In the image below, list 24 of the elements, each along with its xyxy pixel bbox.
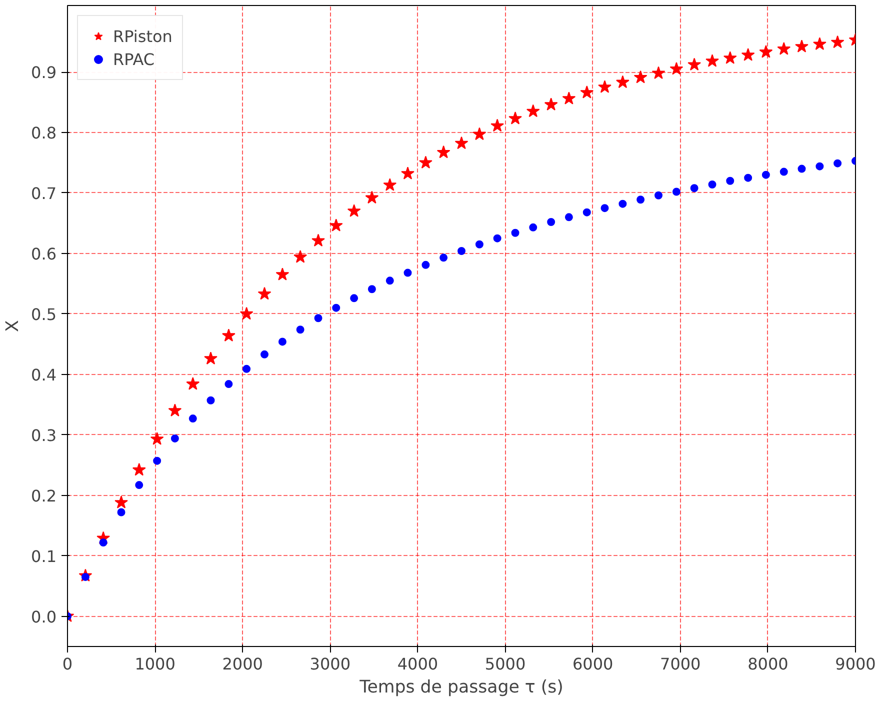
x-tick-label: 9000 [835,654,876,674]
y-tick-label: 0.5 [31,304,57,324]
x-tick-label: 8000 [748,654,788,674]
x-tick-label: 7000 [660,654,701,674]
legend-label: RPiston [113,26,172,46]
y-tick-label: 0.1 [31,546,57,566]
y-tick-label: 0.9 [31,63,57,82]
y-tick-label: 0.2 [31,486,57,506]
y-axis-title: X [3,320,24,332]
legend-label: RPAC [113,50,155,68]
x-tick-label: 3000 [310,654,351,674]
x-tick-label: 5000 [484,654,526,674]
x-tick-label: 0 [62,654,73,674]
y-tick-label: 0.7 [31,184,57,203]
x-axis-title: Temps de passage τ (s) [358,678,564,698]
y-tick-label: 0.4 [31,365,57,384]
y-tick-label: 0.8 [31,123,57,142]
y-tick-label: 0.6 [31,244,57,264]
x-tick-label: 2000 [222,654,263,674]
x-tick-label: 4000 [397,654,438,674]
y-tick-label: 0.0 [31,607,57,626]
x-tick-label: 6000 [572,654,614,674]
x-tick-label: 1000 [134,654,176,674]
y-tick-label: 0.3 [31,426,57,445]
